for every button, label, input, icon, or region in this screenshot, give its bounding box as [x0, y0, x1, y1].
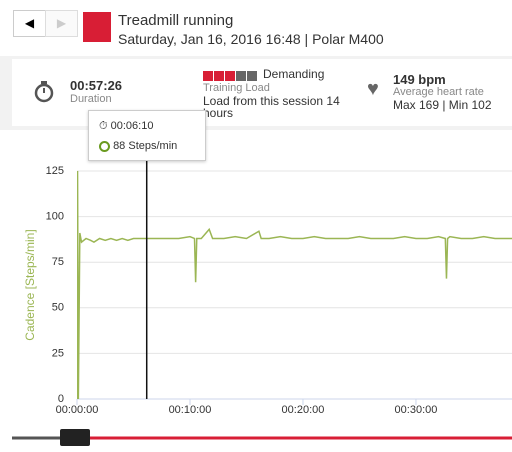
load-bars [203, 68, 257, 86]
y-axis-label: Cadence [Steps/min] [23, 229, 37, 340]
load-label: Training Load [203, 82, 270, 94]
back-button[interactable]: ◀ [13, 10, 46, 37]
tooltip-value-text: 88 Steps/min [113, 140, 178, 152]
x-tick-label: 00:30:00 [395, 404, 438, 416]
tooltip-time-text: 00:06:10 [110, 120, 154, 132]
y-tick-label: 125 [46, 165, 64, 177]
title: Treadmill running [118, 12, 234, 29]
slider-thumb[interactable] [60, 429, 90, 446]
sport-icon [83, 12, 111, 42]
tooltip-time: ⏱ 00:06:10 [99, 120, 154, 132]
heart-rate: 149 bpm [393, 72, 446, 87]
heart-rate-label: Average heart rate [393, 86, 484, 98]
forward-button[interactable]: ▶ [45, 10, 78, 37]
duration: 00:57:26 [70, 78, 123, 93]
y-tick-label: 75 [52, 256, 64, 268]
stopwatch-icon [34, 81, 54, 103]
heart-icon: ♥ [367, 78, 379, 100]
chart-bg [0, 130, 512, 452]
y-tick-label: 100 [46, 211, 64, 223]
subtitle: Saturday, Jan 16, 2016 16:48 | Polar M40… [118, 31, 384, 47]
y-tick-label: 25 [52, 347, 64, 359]
chart: Cadence [Steps/min] 0 25 50 75 100 125 00:00:0… [0, 130, 512, 452]
y-tick-label: 50 [52, 302, 64, 314]
duration-label: Duration [70, 93, 112, 105]
load-level: Demanding [263, 67, 325, 81]
x-tick-label: 00:00:00 [56, 404, 99, 416]
x-tick-label: 00:10:00 [169, 404, 212, 416]
plot [77, 170, 512, 400]
x-tick-label: 00:20:00 [282, 404, 325, 416]
load-detail: Load from this session 14 hours [203, 94, 340, 120]
y-tick-label: 0 [58, 393, 64, 405]
tooltip-value: 88 Steps/min [99, 140, 177, 152]
heart-rate-range: Max 169 | Min 102 [393, 98, 492, 112]
cadence-line [77, 170, 512, 400]
tooltip: ⏱ 00:06:10 88 Steps/min [88, 110, 206, 161]
